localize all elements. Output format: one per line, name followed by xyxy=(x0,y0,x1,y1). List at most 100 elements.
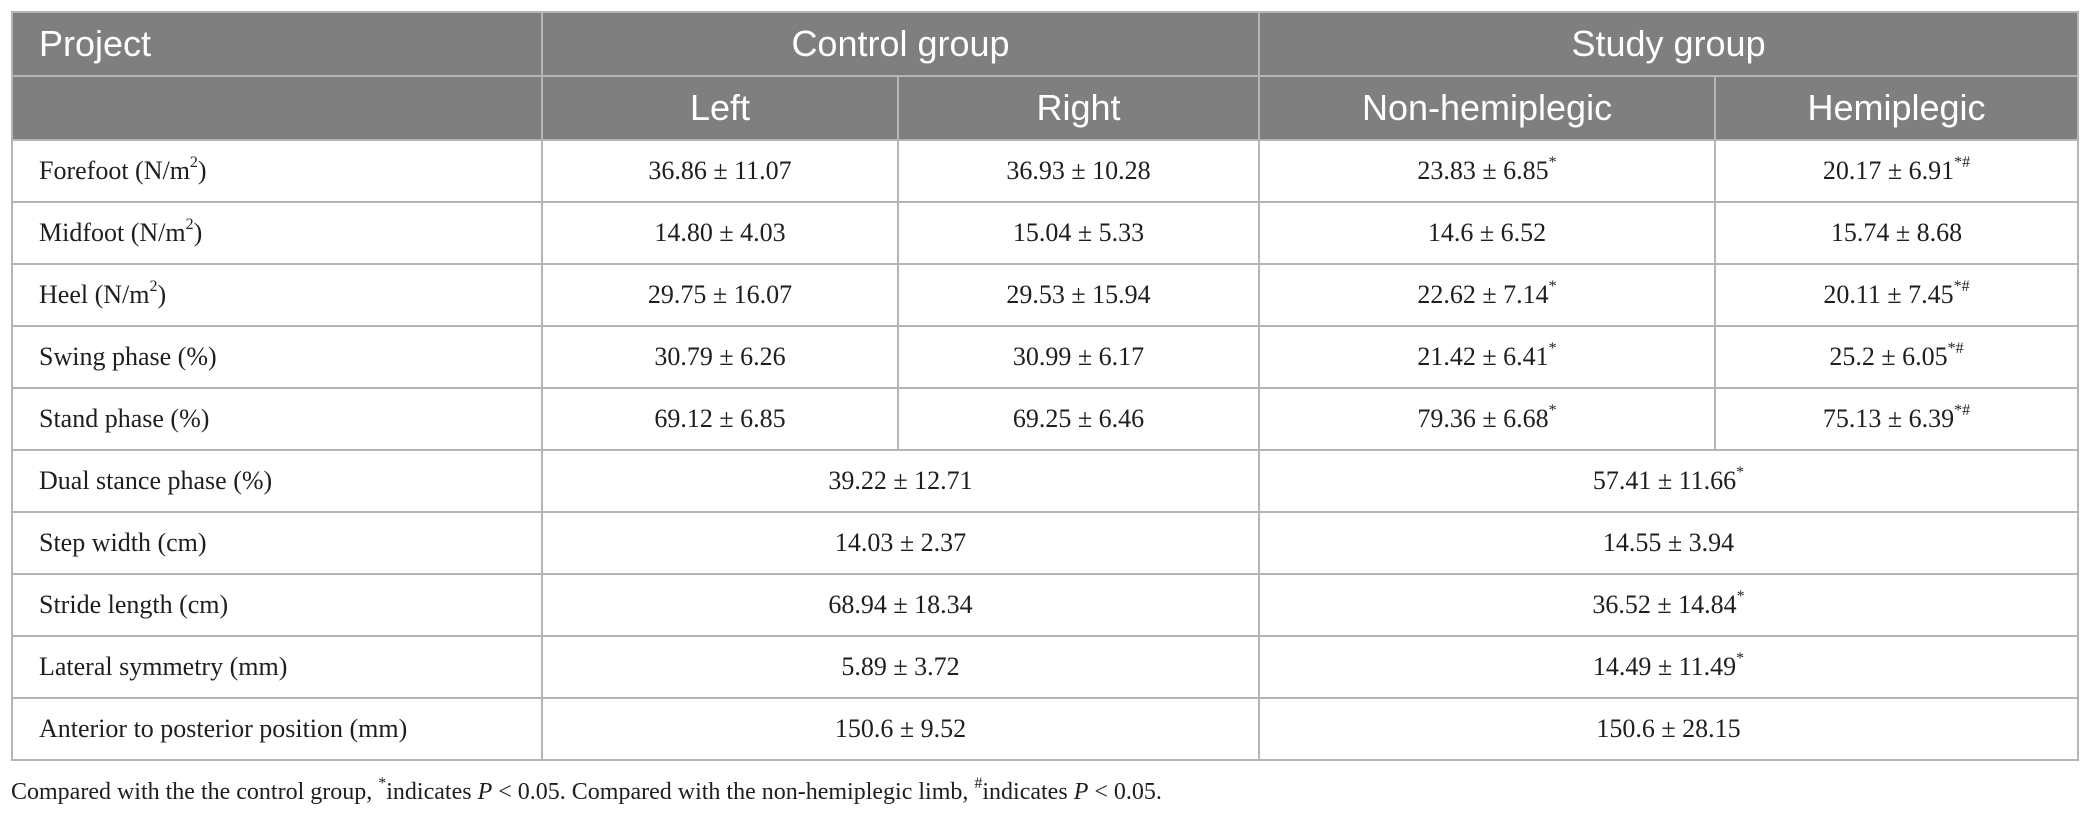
cell-study-non-hemiplegic: 23.83 ± 6.85* xyxy=(1258,139,1717,203)
row-label: Dual stance phase (%) xyxy=(11,449,543,513)
label-text: Midfoot (N/m xyxy=(39,218,186,247)
cell-value: 14.49 ± 11.49 xyxy=(1592,652,1737,681)
header-row-sides: Left Right Non-hemiplegic Hemiplegic xyxy=(11,75,2080,141)
cell-control-left: 29.75 ± 16.07 xyxy=(541,263,899,327)
row-label: Forefoot (N/m2) xyxy=(11,139,543,203)
table-header: Project Control group Study group Left R… xyxy=(11,11,2080,141)
significance-mark: * xyxy=(1548,402,1557,420)
table-row: Stand phase (%) 69.12 ± 6.85 69.25 ± 6.4… xyxy=(11,387,2080,451)
significance-mark: * xyxy=(1548,340,1557,358)
cell-study-hemiplegic: 20.17 ± 6.91*# xyxy=(1714,139,2080,203)
footnote-mark-hash: # xyxy=(974,775,983,792)
cell-study-non-hemiplegic: 79.36 ± 6.68* xyxy=(1258,387,1717,451)
unit-superscript: 2 xyxy=(185,216,194,234)
significance-mark: * xyxy=(1736,464,1745,482)
unit-superscript: 2 xyxy=(189,154,198,172)
table-row: Swing phase (%) 30.79 ± 6.26 30.99 ± 6.1… xyxy=(11,325,2080,389)
table-row: Stride length (cm) 68.94 ± 18.34 36.52 ±… xyxy=(11,573,2080,637)
row-label: Heel (N/m2) xyxy=(11,263,543,327)
cell-study-non-hemiplegic: 22.62 ± 7.14* xyxy=(1258,263,1717,327)
header-right: Right xyxy=(896,75,1261,141)
cell-control-left: 69.12 ± 6.85 xyxy=(541,387,899,451)
row-label: Step width (cm) xyxy=(11,511,543,575)
cell-value: 25.2 ± 6.05 xyxy=(1829,342,1948,371)
cell-control-right: 15.04 ± 5.33 xyxy=(896,201,1261,265)
cell-control-right: 30.99 ± 6.17 xyxy=(896,325,1261,389)
cell-study: 150.6 ± 28.15 xyxy=(1258,697,2080,761)
cell-study-non-hemiplegic: 14.6 ± 6.52 xyxy=(1258,201,1717,265)
footnote-text: Compared with the the control group, xyxy=(11,779,379,805)
unit-superscript: 2 xyxy=(149,278,158,296)
cell-value: 22.62 ± 7.14 xyxy=(1417,280,1549,309)
header-project: Project xyxy=(11,11,543,77)
significance-mark: *# xyxy=(1947,340,1964,358)
table-row: Heel (N/m2) 29.75 ± 16.07 29.53 ± 15.94 … xyxy=(11,263,2080,327)
footnote-text: indicates xyxy=(386,779,478,805)
cell-study-hemiplegic: 15.74 ± 8.68 xyxy=(1714,201,2080,265)
cell-value: 79.36 ± 6.68 xyxy=(1417,404,1549,433)
cell-control: 5.89 ± 3.72 xyxy=(540,635,1261,699)
header-non-hemiplegic: Non-hemiplegic xyxy=(1258,75,1717,141)
cell-control: 14.03 ± 2.37 xyxy=(540,511,1261,575)
header-row-groups: Project Control group Study group xyxy=(11,11,2080,77)
row-label: Stride length (cm) xyxy=(11,573,543,637)
cell-control: 68.94 ± 18.34 xyxy=(540,573,1261,637)
label-end: ) xyxy=(193,218,203,247)
cell-study: 36.52 ± 14.84* xyxy=(1258,573,2080,637)
label-end: ) xyxy=(197,156,207,185)
table-body: Forefoot (N/m2) 36.86 ± 11.07 36.93 ± 10… xyxy=(11,139,2080,761)
significance-mark: *# xyxy=(1953,278,1970,296)
cell-value: 20.17 ± 6.91 xyxy=(1822,156,1955,185)
cell-value: 36.52 ± 14.84 xyxy=(1592,590,1737,619)
row-label: Anterior to posterior position (mm) xyxy=(11,697,543,761)
footnote-text: < 0.05. Compared with the non-hemiplegic… xyxy=(492,779,975,805)
gait-results-table: Project Control group Study group Left R… xyxy=(11,11,2080,761)
table-row: Lateral symmetry (mm) 5.89 ± 3.72 14.49 … xyxy=(11,635,2080,699)
label-text: Heel (N/m xyxy=(39,280,150,309)
cell-control: 39.22 ± 12.71 xyxy=(540,449,1261,513)
footnote-text: < 0.05. xyxy=(1088,779,1162,805)
cell-study-hemiplegic: 25.2 ± 6.05*# xyxy=(1714,325,2080,389)
cell-value: 75.13 ± 6.39 xyxy=(1822,404,1955,433)
row-label: Lateral symmetry (mm) xyxy=(11,635,543,699)
significance-mark: *# xyxy=(1954,402,1971,420)
label-end: ) xyxy=(157,280,167,309)
footnote-mark-asterisk: * xyxy=(378,775,387,792)
row-label: Midfoot (N/m2) xyxy=(11,201,543,265)
cell-value: 21.42 ± 6.41 xyxy=(1417,342,1549,371)
header-study-group: Study group xyxy=(1258,11,2080,77)
cell-study-non-hemiplegic: 21.42 ± 6.41* xyxy=(1258,325,1717,389)
header-empty xyxy=(11,75,543,141)
cell-study: 14.49 ± 11.49* xyxy=(1258,635,2080,699)
cell-value: 23.83 ± 6.85 xyxy=(1417,156,1549,185)
significance-mark: * xyxy=(1736,588,1745,606)
significance-mark: * xyxy=(1548,278,1557,296)
row-label: Stand phase (%) xyxy=(11,387,543,451)
table-row: Forefoot (N/m2) 36.86 ± 11.07 36.93 ± 10… xyxy=(11,139,2080,203)
cell-control: 150.6 ± 9.52 xyxy=(540,697,1261,761)
cell-control-left: 30.79 ± 6.26 xyxy=(541,325,899,389)
cell-value: 57.41 ± 11.66 xyxy=(1592,466,1737,495)
table-footnote: Compared with the the control group, *in… xyxy=(11,776,1162,806)
cell-control-right: 36.93 ± 10.28 xyxy=(896,139,1261,203)
cell-control-left: 14.80 ± 4.03 xyxy=(541,201,899,265)
significance-mark: *# xyxy=(1954,154,1971,172)
footnote-p-symbol: P xyxy=(1073,779,1089,805)
footnote-text: indicates xyxy=(982,779,1074,805)
results-table-container: Project Control group Study group Left R… xyxy=(11,11,2080,761)
cell-study-hemiplegic: 20.11 ± 7.45*# xyxy=(1714,263,2080,327)
cell-control-right: 29.53 ± 15.94 xyxy=(896,263,1261,327)
table-row: Step width (cm) 14.03 ± 2.37 14.55 ± 3.9… xyxy=(11,511,2080,575)
footnote-p-symbol: P xyxy=(477,779,493,805)
significance-mark: * xyxy=(1548,154,1557,172)
cell-value: 20.11 ± 7.45 xyxy=(1823,280,1954,309)
cell-study-hemiplegic: 75.13 ± 6.39*# xyxy=(1714,387,2080,451)
cell-control-left: 36.86 ± 11.07 xyxy=(541,139,899,203)
cell-study: 57.41 ± 11.66* xyxy=(1258,449,2080,513)
label-text: Forefoot (N/m xyxy=(39,156,190,185)
header-control-group: Control group xyxy=(540,11,1261,77)
row-label: Swing phase (%) xyxy=(11,325,543,389)
table-row: Midfoot (N/m2) 14.80 ± 4.03 15.04 ± 5.33… xyxy=(11,201,2080,265)
table-row: Anterior to posterior position (mm) 150.… xyxy=(11,697,2080,761)
header-left: Left xyxy=(541,75,899,141)
